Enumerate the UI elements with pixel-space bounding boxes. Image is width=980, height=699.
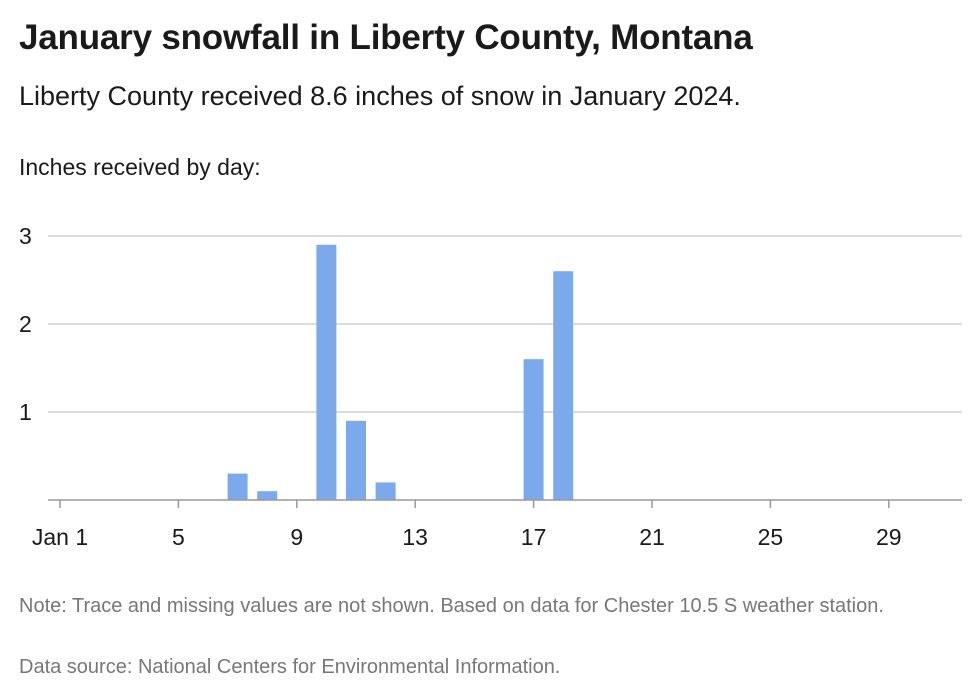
bar-jan-10 xyxy=(316,244,337,500)
chart-note: Note: Trace and missing values are not s… xyxy=(19,595,884,617)
x-tick-label: 29 xyxy=(876,524,902,550)
bar-jan-18 xyxy=(553,271,574,500)
x-tick-label: Jan 1 xyxy=(32,524,88,550)
tick-labels: 1 2 3 Jan 1 5 9 13 17 21 25 29 xyxy=(19,223,902,550)
x-axis xyxy=(48,499,962,508)
x-tick-label: 25 xyxy=(758,524,784,550)
snowfall-bar-chart: 1 2 3 Jan 1 5 9 13 17 21 25 29 xyxy=(19,223,962,550)
bar-jan-12 xyxy=(375,482,396,500)
bar-jan-17 xyxy=(523,359,544,500)
x-tick-label: 9 xyxy=(290,524,303,550)
chart-subtitle: Liberty County received 8.6 inches of sn… xyxy=(19,81,741,111)
y-tick-label: 1 xyxy=(19,399,32,425)
y-tick-label: 3 xyxy=(19,223,32,249)
x-tick-label: 5 xyxy=(172,524,185,550)
x-tick-label: 17 xyxy=(521,524,547,550)
y-tick-label: 2 xyxy=(19,311,32,337)
y-axis-caption: Inches received by day: xyxy=(19,154,261,180)
x-tick-label: 21 xyxy=(639,524,665,550)
gridlines xyxy=(48,235,962,413)
data-source: Data source: National Centers for Enviro… xyxy=(19,656,561,678)
chart-title: January snowfall in Liberty County, Mont… xyxy=(19,18,753,57)
x-tick-label: 13 xyxy=(402,524,428,550)
bar-jan-11 xyxy=(346,420,366,500)
bars xyxy=(227,244,574,500)
bar-jan-8 xyxy=(257,491,278,500)
bar-jan-7 xyxy=(227,473,248,500)
